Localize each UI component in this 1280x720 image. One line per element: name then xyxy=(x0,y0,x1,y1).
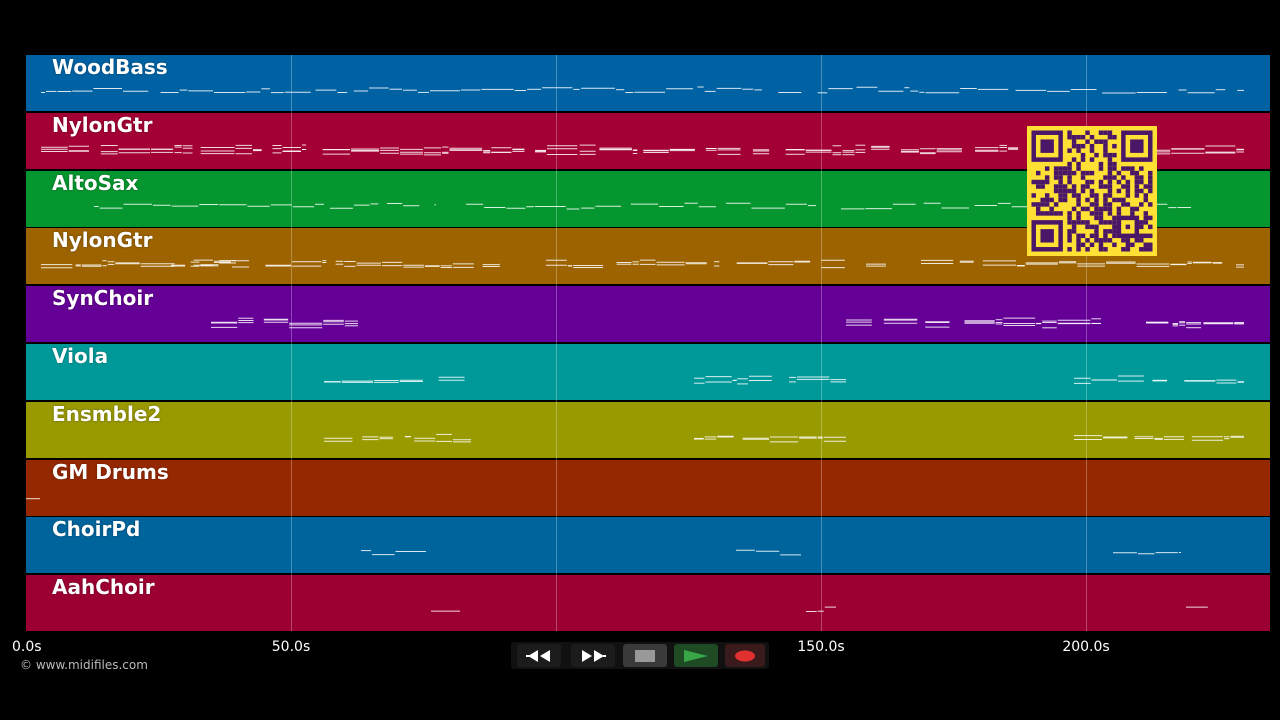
time-tick-label: 0.0s xyxy=(12,639,42,655)
time-gridline xyxy=(291,55,292,631)
time-tick-label: 50.0s xyxy=(271,639,311,655)
track-label: Ensmble2 xyxy=(52,401,162,426)
track-notes xyxy=(431,606,1208,613)
track-notes xyxy=(41,86,1244,94)
record-icon xyxy=(735,650,755,661)
transport-bar xyxy=(511,642,769,669)
stop-button[interactable] xyxy=(623,644,667,667)
copyright-text: © www.midifiles.com xyxy=(20,658,148,672)
time-gridline xyxy=(556,55,557,631)
track-lane[interactable]: AahChoir xyxy=(26,575,1270,632)
track-label: NylonGtr xyxy=(52,228,153,253)
track-notes xyxy=(41,259,1244,269)
record-button[interactable] xyxy=(725,644,765,667)
time-tick-label: 150.0s xyxy=(797,639,845,655)
time-tick-label: 200.0s xyxy=(1062,639,1110,655)
track-lane[interactable]: Viola xyxy=(26,344,1270,400)
track-label: AltoSax xyxy=(52,170,139,195)
track-lane[interactable]: SynChoir xyxy=(26,286,1270,343)
track-label: AahChoir xyxy=(52,575,155,600)
track-label: ChoirPd xyxy=(52,517,141,542)
rewind-button[interactable] xyxy=(517,644,561,667)
track-label: GM Drums xyxy=(52,459,169,484)
stop-icon xyxy=(635,649,655,662)
track-lane[interactable]: GM Drums xyxy=(26,459,1270,516)
time-gridline xyxy=(821,55,822,631)
track-notes xyxy=(361,550,1181,556)
track-label: SynChoir xyxy=(52,286,154,311)
fast-forward-button[interactable] xyxy=(571,644,615,667)
track-label: NylonGtr xyxy=(52,112,153,137)
track-lane[interactable]: ChoirPd xyxy=(26,517,1270,574)
track-lane[interactable]: WoodBass xyxy=(26,55,1270,111)
qr-code xyxy=(1027,126,1157,256)
play-icon xyxy=(684,649,708,662)
track-notes xyxy=(324,375,1244,385)
track-label: WoodBass xyxy=(52,55,168,79)
rewind-icon xyxy=(526,649,550,662)
track-label: Viola xyxy=(52,344,109,368)
track-notes xyxy=(26,497,40,499)
time-gridline xyxy=(1086,55,1087,631)
fast-forward-icon xyxy=(582,649,606,662)
play-button[interactable] xyxy=(674,644,718,667)
track-lane[interactable]: Ensmble2 xyxy=(26,401,1270,458)
track-notes xyxy=(324,433,1244,443)
track-notes xyxy=(211,317,1244,329)
